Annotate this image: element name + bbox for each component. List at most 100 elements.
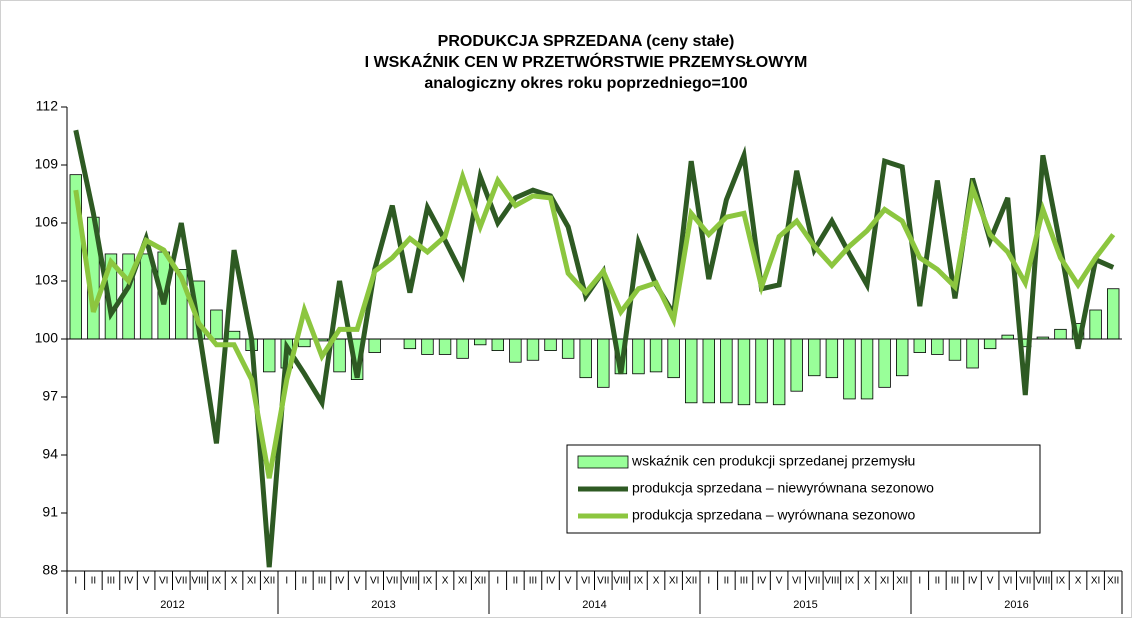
bar [368, 338, 381, 353]
chart-title: I WSKAŹNIK CEN W PRZETWÓRSTWIE PRZEMYSŁO… [365, 52, 808, 71]
bar [808, 338, 821, 377]
x-tick-label: I [496, 576, 499, 587]
x-tick-label: VI [792, 576, 801, 587]
bar [579, 338, 592, 379]
x-tick-label: IX [634, 576, 644, 587]
bar [931, 338, 944, 355]
bar [983, 338, 997, 350]
x-tick-label: VII [386, 576, 398, 587]
legend-box [566, 444, 1041, 534]
y-tick-label: 112 [36, 98, 59, 114]
y-tick-label: 91 [42, 504, 58, 520]
bar [948, 338, 962, 361]
x-tick-label: IX [1056, 576, 1066, 587]
x-tick-label: VII [1019, 576, 1031, 587]
x-tick-label: V [565, 576, 572, 587]
bar [333, 338, 346, 373]
bar [772, 338, 786, 406]
legend-label: produkcja sprzedana – niewyrównana sezon… [632, 480, 934, 496]
bar [509, 338, 522, 363]
bar [860, 338, 874, 400]
y-tick-label: 94 [42, 446, 58, 462]
x-tick-label: III [529, 576, 537, 587]
bar [913, 338, 926, 353]
x-tick-label: II [513, 576, 519, 587]
bar [227, 330, 241, 340]
x-tick-label: VI [159, 576, 168, 587]
x-tick-label: VII [175, 576, 187, 587]
chart-title: PRODUKCJA SPRZEDANA (ceny stałe) [438, 33, 735, 50]
bar [474, 338, 487, 346]
x-tick-label: XI [1091, 576, 1100, 587]
x-tick-label: XI [458, 576, 467, 587]
bar [544, 338, 557, 351]
x-group-label: 2014 [582, 599, 606, 611]
x-tick-label: V [987, 576, 994, 587]
legend-label: wskaźnik cen produkcji sprzedanej przemy… [631, 453, 915, 469]
x-tick-label: VIII [613, 576, 628, 587]
bar [139, 253, 153, 340]
x-tick-label: VIII [1035, 576, 1050, 587]
bar [843, 338, 856, 400]
bar [632, 338, 645, 375]
x-tick-label: IX [845, 576, 855, 587]
x-tick-label: I [918, 576, 921, 587]
x-tick-label: XII [474, 576, 486, 587]
x-tick-label: X [653, 576, 660, 587]
bar [210, 309, 223, 340]
x-tick-label: I [74, 576, 77, 587]
bar [1107, 288, 1120, 340]
x-tick-label: II [724, 576, 730, 587]
x-tick-label: IV [757, 576, 767, 587]
x-tick-label: XII [685, 576, 697, 587]
bar [685, 338, 698, 404]
y-tick-label: 97 [42, 388, 58, 404]
legend-swatch [577, 455, 629, 469]
bar [966, 338, 979, 369]
bar [737, 338, 751, 406]
x-tick-label: III [107, 576, 115, 587]
bar [456, 338, 469, 359]
bar [720, 338, 733, 404]
x-tick-label: VI [1003, 576, 1012, 587]
bar [1089, 309, 1102, 340]
x-group-label: 2013 [371, 599, 395, 611]
y-tick-label: 106 [35, 214, 59, 230]
x-tick-label: X [864, 576, 871, 587]
bar [1054, 328, 1067, 340]
bar [597, 338, 610, 388]
x-tick-label: II [302, 576, 308, 587]
bar [1001, 334, 1014, 340]
legend-label: produkcja sprzedana – wyrównana sezonowo [632, 507, 915, 523]
x-tick-label: VII [808, 576, 820, 587]
bar [702, 338, 715, 404]
x-tick-label: III [740, 576, 748, 587]
x-tick-label: IV [335, 576, 345, 587]
x-tick-label: XII [896, 576, 908, 587]
x-tick-label: X [442, 576, 449, 587]
bar [649, 338, 663, 373]
x-tick-label: VIII [402, 576, 417, 587]
x-tick-label: I [707, 576, 710, 587]
x-tick-label: III [318, 576, 326, 587]
x-tick-label: XI [880, 576, 889, 587]
x-group-label: 2015 [793, 599, 817, 611]
x-tick-label: IV [124, 576, 134, 587]
x-tick-label: III [951, 576, 959, 587]
x-tick-label: XII [263, 576, 275, 587]
legend: wskaźnik cen produkcji sprzedanej przemy… [566, 444, 1041, 534]
y-tick-label: 100 [35, 330, 59, 346]
x-tick-label: IX [212, 576, 222, 587]
x-tick-label: IV [546, 576, 556, 587]
bar [561, 338, 575, 359]
x-tick-label: IX [423, 576, 433, 587]
bar [755, 338, 768, 404]
bar [878, 338, 891, 388]
bar [896, 338, 909, 377]
x-tick-label: I [285, 576, 288, 587]
x-tick-label: X [231, 576, 238, 587]
bar [667, 338, 680, 379]
bar [825, 338, 839, 379]
x-tick-label: II [935, 576, 941, 587]
